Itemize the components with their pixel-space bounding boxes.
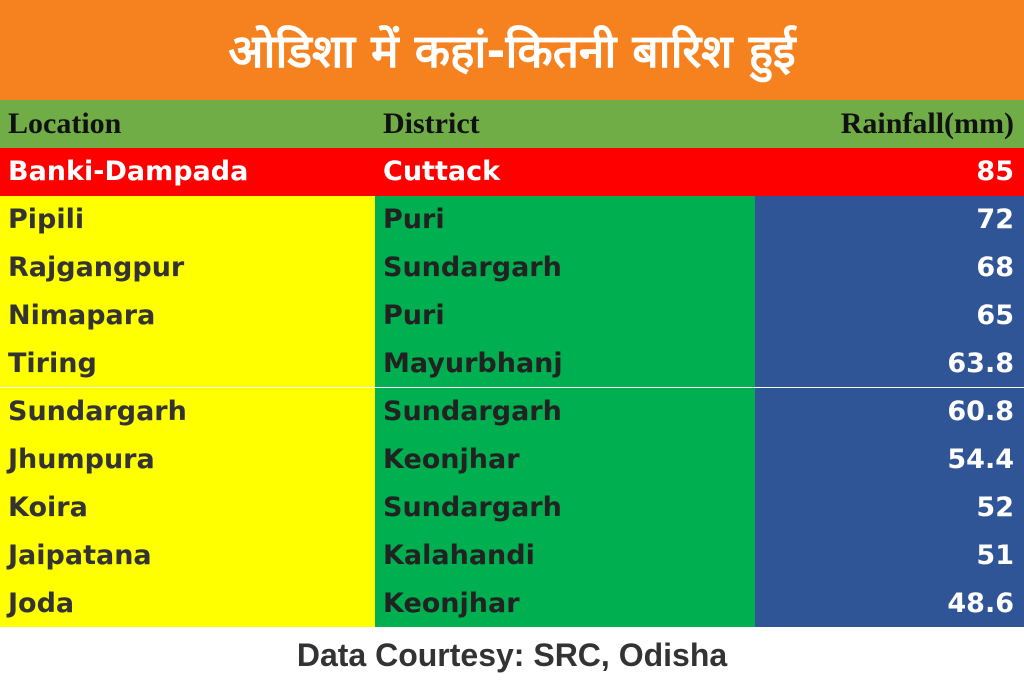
table-cell: 54.4 [755, 435, 1024, 484]
table-cell: Sundargarh [375, 387, 755, 436]
table-cell: Pipili [0, 195, 375, 244]
table-cell: 72 [755, 195, 1024, 244]
table-cell: Rajgangpur [0, 243, 375, 292]
title: ओडिशा में कहां-कितनी बारिश हुई [0, 0, 1024, 100]
table-cell: 52 [755, 483, 1024, 532]
table-cell: Nimapara [0, 291, 375, 340]
column-header: District [375, 100, 755, 148]
table-cell: Joda [0, 579, 375, 627]
column-header: Rainfall(mm) [755, 100, 1024, 148]
column-header: Location [0, 100, 375, 148]
table-cell: 68 [755, 243, 1024, 292]
table-cell: Tiring [0, 339, 375, 388]
table-cell: 60.8 [755, 387, 1024, 436]
table-cell: Sundargarh [375, 243, 755, 292]
footer: Data Courtesy: SRC, Odisha [296, 636, 728, 673]
table-cell: Jhumpura [0, 435, 375, 484]
table-cell: 51 [755, 531, 1024, 580]
table-cell: Sundargarh [0, 387, 375, 436]
table-cell: Jaipatana [0, 531, 375, 580]
table-cell: Kalahandi [375, 531, 755, 580]
table-cell: 65 [755, 291, 1024, 340]
table-cell: Cuttack [375, 148, 755, 196]
table-cell: Puri [375, 195, 755, 244]
table-cell: 63.8 [755, 339, 1024, 388]
table-cell: Keonjhar [375, 435, 755, 484]
table-cell: 48.6 [755, 579, 1024, 627]
table-cell: Puri [375, 291, 755, 340]
table-cell: Mayurbhanj [375, 339, 755, 388]
table-cell: Keonjhar [375, 579, 755, 627]
table-cell: Sundargarh [375, 483, 755, 532]
table-cell: Koira [0, 483, 375, 532]
table-cell: Banki-Dampada [0, 148, 375, 196]
table-cell: 85 [755, 148, 1024, 196]
